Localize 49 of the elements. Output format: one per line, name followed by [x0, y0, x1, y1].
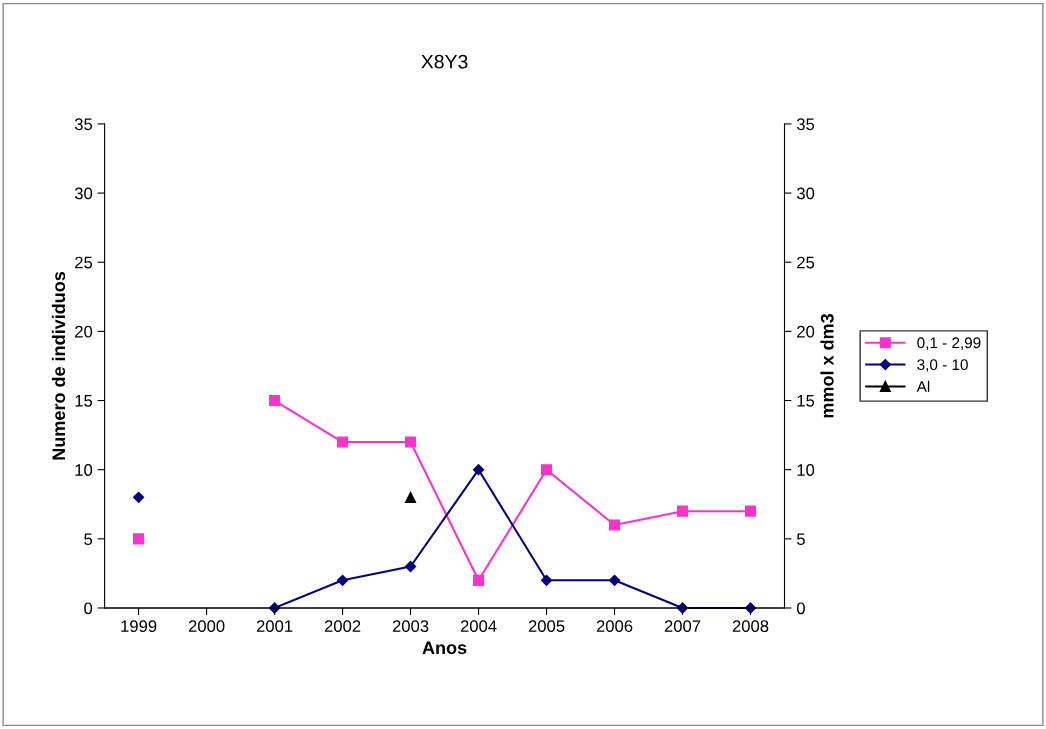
point: [540, 574, 553, 586]
y2-tick-label: 15: [797, 395, 815, 407]
y-tick-label: 10: [75, 464, 93, 476]
y2-tick-label: 35: [796, 118, 815, 131]
x-axis-title: Anos: [422, 641, 467, 655]
point: [132, 491, 145, 503]
x-tick-label: 2001: [256, 620, 293, 633]
y-axis-title: Numero de individuos: [51, 271, 66, 460]
y-tick-label: 15: [75, 395, 93, 407]
x-tick-label: 2007: [664, 620, 701, 633]
point: [608, 519, 621, 531]
y-tick-label: 30: [74, 187, 93, 200]
point: [608, 574, 621, 586]
point: [540, 464, 553, 476]
point: [472, 464, 485, 476]
y-tick-label: 25: [75, 256, 93, 269]
x-tick-label: 2005: [528, 620, 565, 633]
y-tick-label: 35: [74, 118, 93, 131]
x-tick-label: 1999: [121, 620, 157, 633]
y-tick-label: 20: [75, 325, 93, 338]
y2-tick-label: 25: [797, 256, 815, 269]
y2-axis-title: mmol x dm3: [820, 313, 834, 418]
x-tick-label: 2000: [188, 620, 225, 633]
x-tick-label: 2002: [324, 620, 361, 633]
point: [404, 560, 417, 573]
y2-tick-label: 20: [797, 325, 815, 338]
x-tick-label: 2006: [596, 620, 633, 633]
y2-tick-label: 10: [797, 464, 815, 476]
point: [337, 436, 349, 448]
point: [744, 505, 757, 517]
point: [676, 505, 689, 517]
legend-label: 0,1 - 2,99: [917, 337, 981, 350]
point: [404, 491, 417, 503]
y-tick-label: 5: [84, 533, 93, 546]
x-tick-label: 2003: [392, 620, 429, 633]
y2-tick-label: 0: [796, 602, 805, 615]
point: [269, 394, 281, 407]
point: [404, 436, 417, 448]
legend-label: Al: [916, 380, 930, 392]
point: [336, 574, 349, 586]
x-tick-label: 2008: [732, 620, 769, 633]
x-tick-label: 2004: [460, 620, 497, 633]
y2-tick-label: 5: [796, 533, 805, 546]
y-tick-label: 0: [84, 602, 93, 615]
legend-label: 3,0 - 10: [917, 359, 968, 372]
point: [472, 574, 485, 586]
chart-title: X8Y3: [421, 54, 468, 69]
y2-tick-label: 30: [796, 187, 815, 200]
point: [133, 533, 145, 545]
